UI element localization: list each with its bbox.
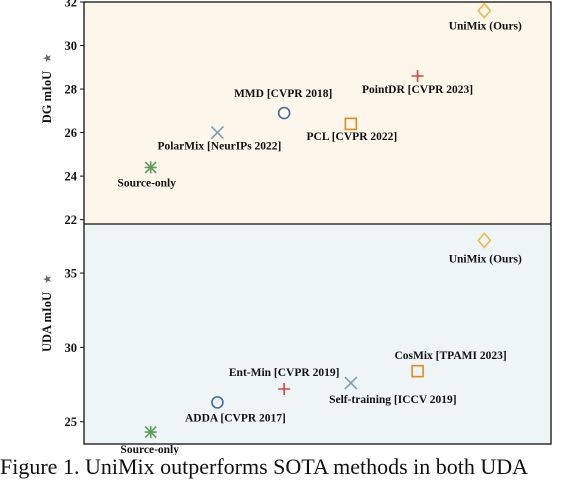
uda-point-unimix-ours	[477, 232, 492, 249]
dg-ytick-label: 24	[65, 170, 78, 184]
uda-point-source-only	[144, 426, 157, 439]
dg-label-pcl-cvpr-2022: PCL [CVPR 2022]	[306, 131, 397, 143]
uda-label-unimix-ours: UniMix (Ours)	[449, 253, 522, 265]
dg-plot-area	[84, 2, 551, 224]
uda-point-ent-min-cvpr-2019	[278, 383, 291, 395]
dg-ylabel: DG mIoU	[40, 71, 54, 123]
uda-ytick-label: 30	[65, 341, 78, 355]
dg-ytick-label: 22	[65, 213, 78, 227]
dg-point-mmd-cvpr-2018	[277, 106, 291, 120]
uda-point-cosmix-tpami-2023	[411, 364, 424, 378]
dg-point-pcl-cvpr-2022	[344, 117, 358, 131]
dg-ytick-label: 32	[65, 0, 78, 10]
dg-point-unimix-ours	[477, 2, 492, 19]
chart-svg: 22 24 26 28 30 32 DG mIoU ★ Source-only PolarMix …	[40, 0, 552, 456]
dg-ytick-label: 28	[65, 83, 78, 97]
uda-point-self-training-iccv-2019	[344, 376, 358, 390]
uda-label-ent-min-cvpr-2019: Ent-Min [CVPR 2019]	[229, 367, 340, 379]
dg-label-pointdr-cvpr-2023: PointDR [CVPR 2023]	[362, 84, 473, 96]
uda-ytick-label: 35	[65, 267, 78, 281]
plot-frame	[83, 1, 552, 445]
dg-label-mmd-cvpr-2018: MMD [CVPR 2018]	[234, 88, 332, 100]
uda-label-source-only: Source-only	[120, 444, 179, 455]
uda-ylabel: UDA mIoU	[40, 292, 54, 352]
dg-label-polarmix-neurips-2022: PolarMix [NeurIPs 2022]	[157, 141, 281, 153]
uda-label-cosmix-tpami-2023: CosMix [TPAMI 2023]	[394, 350, 506, 362]
dg-label-source-only: Source-only	[117, 177, 176, 189]
uda-ytick-label: 25	[65, 415, 78, 429]
dg-ytick-label: 30	[65, 39, 78, 53]
figure-caption: Figure 1. UniMix outperforms SOTA method…	[0, 454, 529, 479]
uda-label-self-training-iccv-2019: Self-training [ICCV 2019]	[329, 394, 457, 406]
dg-point-source-only	[144, 161, 157, 174]
uda-point-adda-cvpr-2017	[211, 396, 224, 409]
dg-label-unimix-ours: UniMix (Ours)	[449, 21, 522, 33]
dg-point-polarmix-neurips-2022	[210, 126, 224, 140]
uda-plot-area	[84, 224, 551, 444]
uda-label-adda-cvpr-2017: ADDA [CVPR 2017]	[185, 412, 286, 424]
dg-ylabel-star-icon: ★	[42, 53, 54, 63]
dg-point-pointdr-cvpr-2023	[411, 70, 424, 82]
uda-ylabel-star-icon: ★	[42, 274, 54, 284]
dg-ytick-label: 26	[65, 126, 78, 140]
